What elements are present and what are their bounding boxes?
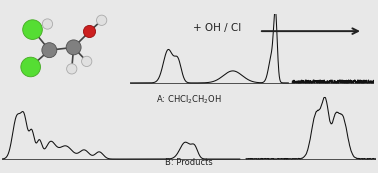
Circle shape — [42, 43, 57, 58]
Circle shape — [23, 20, 42, 39]
Circle shape — [67, 64, 77, 74]
Circle shape — [21, 57, 40, 77]
Circle shape — [84, 25, 96, 38]
Text: + OH / Cl: + OH / Cl — [193, 23, 242, 33]
Text: A: CHCl$_2$CH$_2$OH: A: CHCl$_2$CH$_2$OH — [156, 93, 222, 106]
Text: B: Products: B: Products — [165, 158, 213, 167]
Circle shape — [82, 56, 92, 67]
Circle shape — [66, 40, 81, 55]
Circle shape — [42, 19, 53, 29]
Circle shape — [96, 15, 107, 25]
